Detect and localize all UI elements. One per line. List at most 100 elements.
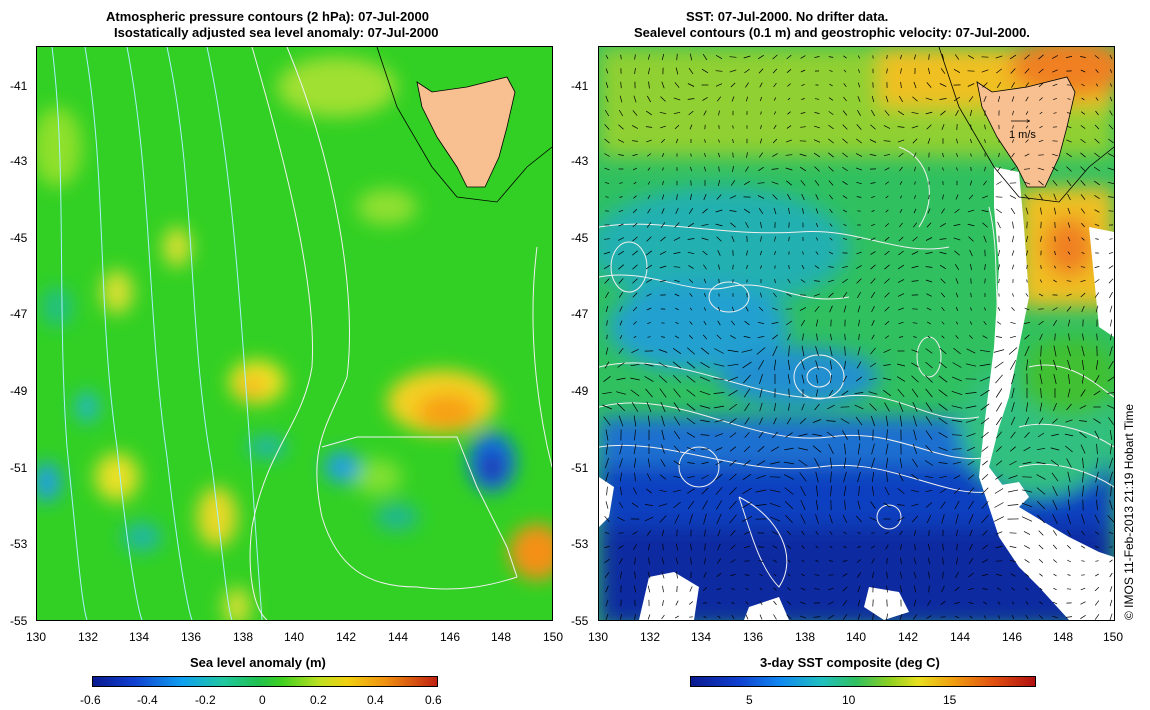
velocity-arrow — [1010, 446, 1016, 452]
velocity-arrow — [911, 362, 919, 368]
velocity-arrow — [798, 433, 808, 437]
velocity-arrow — [632, 236, 638, 242]
velocity-arrow — [783, 461, 795, 465]
velocity-arrow — [953, 474, 961, 480]
velocity-arrow — [785, 167, 793, 171]
velocity-arrow — [646, 488, 652, 494]
velocity-arrow — [1024, 345, 1030, 357]
velocity-arrow — [645, 264, 653, 270]
velocity-arrow — [631, 502, 639, 508]
velocity-arrow — [756, 474, 766, 480]
velocity-arrow — [899, 530, 903, 536]
velocity-arrow — [675, 67, 679, 75]
velocity-arrow — [815, 389, 819, 397]
velocity-arrow — [885, 195, 889, 199]
velocity-arrow — [1012, 235, 1014, 243]
velocity-arrow — [885, 95, 889, 103]
velocity-arrow — [1109, 586, 1113, 592]
velocity-arrow — [632, 154, 638, 156]
velocity-arrow — [816, 374, 818, 384]
velocity-arrow — [1037, 432, 1045, 438]
velocity-arrow — [884, 320, 890, 326]
velocity-arrow — [886, 472, 888, 482]
velocity-arrow — [800, 112, 806, 114]
velocity-arrow — [814, 180, 820, 186]
velocity-arrow — [784, 487, 794, 495]
velocity-arrow — [603, 251, 611, 255]
velocity-arrow — [1095, 83, 1099, 87]
velocity-arrow — [883, 140, 891, 142]
velocity-arrow — [1080, 208, 1086, 214]
velocity-arrow — [659, 388, 667, 398]
velocity-arrow — [1108, 196, 1114, 198]
velocity-arrow — [1108, 265, 1114, 269]
velocity-arrow — [925, 361, 933, 369]
velocity-arrow — [870, 291, 876, 299]
velocity-arrow — [1026, 264, 1028, 270]
velocity-arrow — [603, 264, 611, 270]
velocity-arrow — [1053, 573, 1057, 577]
velocity-arrow — [687, 83, 695, 87]
velocity-arrow — [717, 250, 721, 256]
velocity-arrow — [885, 544, 889, 550]
velocity-arrow — [968, 194, 974, 200]
velocity-arrow — [674, 514, 680, 524]
velocity-arrow — [1054, 333, 1056, 341]
velocity-arrow — [618, 501, 624, 509]
velocity-arrow — [829, 237, 833, 241]
velocity-arrow — [801, 84, 805, 86]
velocity-arrow — [619, 557, 623, 565]
velocity-arrow — [1109, 238, 1113, 240]
velocity-arrow — [617, 139, 625, 143]
velocity-arrow — [826, 431, 836, 439]
velocity-arrow — [884, 167, 890, 171]
velocity-arrow — [718, 306, 720, 312]
velocity-arrow — [759, 587, 763, 591]
sla-colorbar-tick: 0.4 — [367, 693, 384, 707]
velocity-arrow — [661, 415, 665, 427]
velocity-arrow — [703, 193, 707, 201]
velocity-arrow — [1052, 418, 1058, 424]
velocity-arrow — [730, 588, 736, 590]
velocity-arrow — [620, 54, 622, 60]
velocity-arrow — [742, 361, 752, 369]
velocity-arrow — [647, 54, 651, 60]
velocity-arrow — [1052, 307, 1058, 311]
velocity-arrow — [995, 374, 1003, 384]
velocity-arrow — [604, 546, 610, 548]
velocity-arrow — [1053, 265, 1057, 269]
velocity-arrow — [774, 278, 776, 284]
velocity-arrow — [759, 614, 763, 620]
velocity-arrow — [1011, 402, 1015, 412]
velocity-arrow — [630, 377, 640, 381]
velocity-arrow — [968, 514, 974, 524]
velocity-arrow — [1053, 359, 1057, 371]
velocity-arrow — [634, 67, 636, 75]
velocity-arrow — [870, 347, 876, 355]
velocity-arrow — [1023, 181, 1031, 185]
velocity-arrow — [928, 585, 930, 593]
velocity-arrow — [673, 430, 681, 440]
velocity-arrow — [647, 167, 651, 171]
velocity-arrow — [619, 443, 623, 455]
velocity-arrow — [1109, 430, 1113, 440]
velocity-arrow — [941, 585, 945, 593]
velocity-arrow — [1052, 485, 1058, 497]
velocity-arrow — [870, 182, 876, 184]
right-lon-tick: 148 — [1053, 630, 1074, 644]
geostrophic-velocity-arrows — [602, 53, 1114, 620]
velocity-arrow — [870, 415, 876, 427]
right-title-line1: SST: 07-Jul-2000. No drifter data. — [686, 9, 889, 24]
velocity-arrow — [926, 514, 932, 524]
velocity-arrow — [1036, 474, 1046, 480]
velocity-arrow — [970, 307, 972, 311]
velocity-arrow — [659, 111, 667, 115]
velocity-arrow — [941, 208, 945, 214]
velocity-arrow — [1024, 322, 1030, 324]
velocity-arrow — [1039, 601, 1043, 605]
velocity-arrow — [1008, 347, 1018, 355]
velocity-arrow — [703, 264, 707, 270]
velocity-arrow — [1095, 573, 1099, 577]
velocity-arrow — [966, 446, 976, 452]
velocity-arrow — [1024, 545, 1030, 549]
